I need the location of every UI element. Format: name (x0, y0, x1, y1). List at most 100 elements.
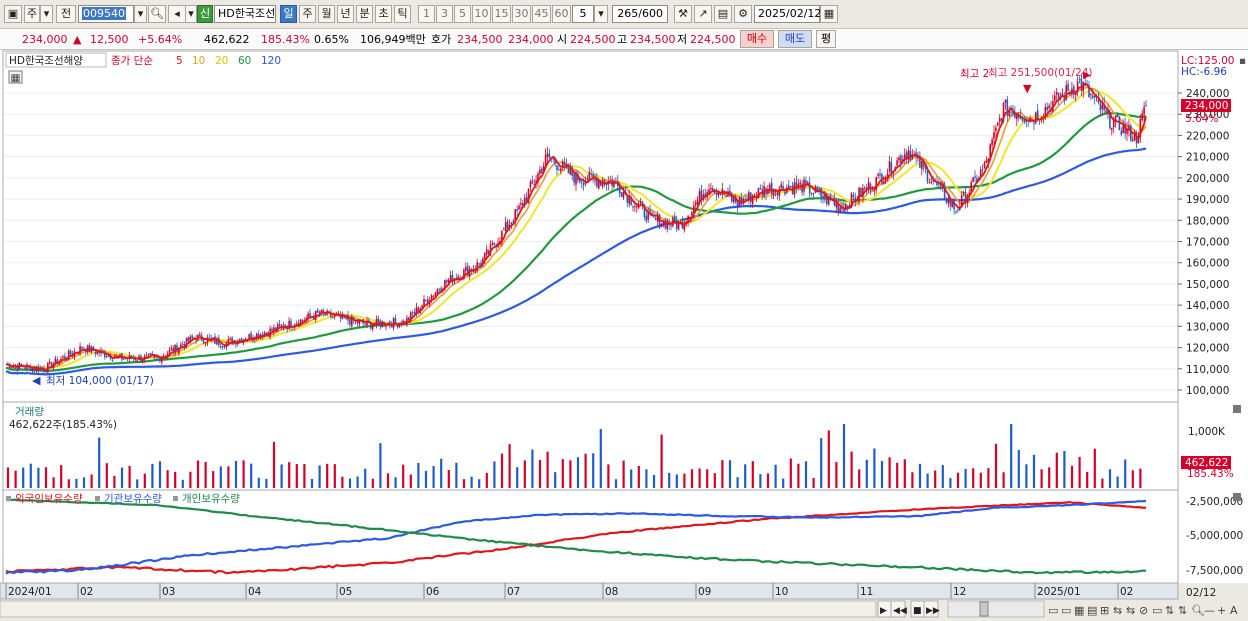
settings-gear-icon[interactable]: ⚙ (734, 5, 752, 23)
candle-body (307, 313, 309, 318)
volume-bar (706, 469, 709, 488)
y-tick-label-3: 210,000 (1186, 152, 1229, 164)
period-tab-6[interactable]: 틱 (394, 5, 411, 23)
stock-name-field[interactable]: HD한국조선 (214, 5, 276, 23)
code-dropdown-icon[interactable]: ▾ (134, 5, 147, 23)
scale-icon[interactable]: ⇅ (1165, 604, 1174, 617)
grid-icon[interactable]: ▦ (1074, 604, 1084, 617)
save-icon[interactable]: ▤ (714, 5, 732, 23)
scroll-first-icon-box[interactable] (890, 600, 906, 618)
unit-input[interactable]: 5 (572, 5, 594, 23)
type-select[interactable]: 주 (24, 5, 40, 23)
volume-bar (272, 441, 276, 488)
price-change: 12,500 (90, 33, 129, 46)
candle-body (375, 318, 378, 326)
volume-panel-close-icon[interactable] (1233, 405, 1241, 413)
auto-scale-icon[interactable]: A (1230, 604, 1238, 617)
minute-button-5[interactable]: 30 (512, 5, 531, 23)
minute-button-2[interactable]: 5 (454, 5, 471, 23)
swap-icon[interactable]: ⇆ (1113, 604, 1122, 617)
candle-body (147, 354, 150, 356)
candle-body (50, 362, 53, 368)
candle-body (166, 353, 169, 357)
view-icon-1[interactable]: ▭ (1048, 604, 1058, 617)
type-dropdown-icon[interactable]: ▾ (40, 5, 53, 23)
period-tab-5[interactable]: 초 (375, 5, 392, 23)
candle-body (968, 192, 971, 196)
period-tab-0[interactable]: 일 (280, 5, 297, 23)
indicator-toggle-icon[interactable] (8, 70, 23, 84)
candle-body (810, 192, 813, 194)
layout-icon-2[interactable]: ⊞ (1100, 604, 1109, 617)
holding-panel-close-icon[interactable] (1233, 493, 1241, 501)
volume-bar (858, 469, 861, 488)
sell-button[interactable]: 매도 (778, 30, 812, 48)
candle-body (54, 358, 57, 364)
frame-icon[interactable]: ▭ (1152, 604, 1162, 617)
y-tick-label-11: 130,000 (1186, 321, 1229, 333)
volume-bar (1116, 476, 1119, 488)
minute-button-6[interactable]: 45 (532, 5, 551, 23)
zoom-out-icon[interactable]: — (1204, 604, 1215, 617)
reset-icon[interactable]: ⊘ (1139, 604, 1148, 617)
speaker-icon[interactable]: ◂ (168, 5, 186, 23)
ma5-line (5, 82, 1147, 372)
chart-canvas[interactable]: 240,000 230,000 220,000 210,000 200,000 190,0… (0, 50, 1248, 621)
candle-body (649, 210, 651, 212)
minute-button-3[interactable]: 10 (472, 5, 491, 23)
evaluate-button[interactable]: 평 (816, 30, 836, 48)
prev-button[interactable]: 전 (56, 5, 76, 23)
volume-bar (911, 472, 914, 488)
candle-body (145, 355, 148, 357)
zoom-icon[interactable]: 🔍︎ (1191, 604, 1205, 617)
speaker-dropdown-icon[interactable]: ▾ (185, 5, 197, 23)
zoom-slider-track[interactable] (947, 600, 1045, 618)
view-icon-2[interactable]: ▭ (1061, 604, 1071, 617)
candle-body (634, 205, 636, 207)
period-tab-2[interactable]: 월 (318, 5, 335, 23)
period-tab-1[interactable]: 주 (299, 5, 316, 23)
stock-code-input[interactable]: 009540 (78, 5, 134, 23)
volume-tag-pct: 185.43% (1187, 468, 1234, 480)
candle-body (599, 181, 602, 186)
buy-button[interactable]: 매수 (740, 30, 774, 48)
minute-button-1[interactable]: 3 (436, 5, 453, 23)
date-input[interactable]: 2025/02/12 (754, 5, 821, 23)
candle-body (1014, 112, 1016, 119)
zoom-slider-handle[interactable] (979, 601, 989, 617)
zoom-in-icon[interactable]: + (1217, 604, 1226, 617)
volume-bar (37, 467, 40, 488)
candle-body (909, 150, 912, 161)
count-input[interactable]: 265/600 (612, 5, 668, 23)
minute-button-4[interactable]: 15 (492, 5, 511, 23)
volume-bar (675, 474, 678, 488)
search-icon[interactable]: 🔍︎ (148, 5, 166, 23)
period-tab-3[interactable]: 년 (337, 5, 354, 23)
candle-body (556, 165, 558, 171)
scroll-last-icon-box[interactable] (923, 600, 939, 618)
list-icon[interactable]: ▤ (1087, 604, 1097, 617)
draw-line-icon[interactable]: ↗ (694, 5, 712, 23)
candle-body (693, 205, 695, 213)
chart-tools-icon[interactable]: ⚒ (674, 5, 692, 23)
volume-bar (151, 463, 154, 488)
stop-icon: ■ (913, 606, 922, 616)
candle-body (782, 185, 784, 191)
candle-body (504, 222, 507, 232)
scale-icon-2[interactable]: ⇅ (1178, 604, 1187, 617)
candle-body (776, 190, 779, 196)
candle-body (926, 169, 929, 182)
period-tab-4[interactable]: 분 (356, 5, 373, 23)
horizontal-scrollbar[interactable] (0, 600, 877, 618)
candle-body (85, 349, 87, 353)
swap-icon-2[interactable]: ⇆ (1126, 604, 1135, 617)
volume-bar (1063, 450, 1066, 488)
candle-body (751, 195, 754, 204)
panel-close-icon[interactable]: ▪ (1239, 55, 1246, 67)
calendar-icon[interactable]: ▦ (820, 5, 838, 23)
minute-button-0[interactable]: 1 (418, 5, 435, 23)
volume-bar (850, 451, 853, 488)
minute-button-7[interactable]: 60 (552, 5, 571, 23)
layout-icon[interactable]: ▣ (4, 5, 22, 23)
unit-dropdown-icon[interactable]: ▾ (594, 5, 608, 23)
